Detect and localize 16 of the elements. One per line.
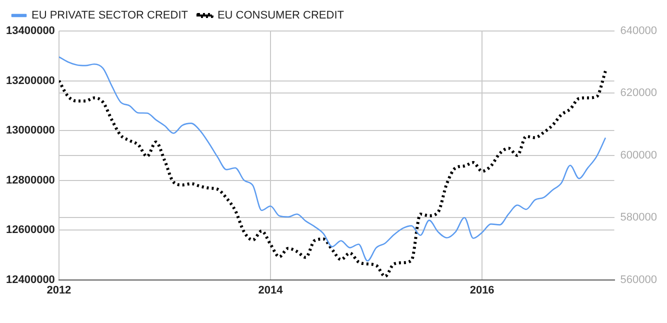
x-tick-label: 2016: [470, 284, 494, 296]
y2-tick-label: 580000: [620, 212, 658, 224]
y-tick-label: 12800000: [6, 174, 55, 186]
legend-label: EU CONSUMER CREDIT: [217, 10, 344, 22]
legend-label: EU PRIVATE SECTOR CREDIT: [32, 10, 188, 22]
x-tick-label: 2012: [46, 284, 72, 296]
y-tick-label: 13000000: [6, 124, 55, 137]
y-tick-label: 12600000: [6, 224, 55, 236]
y2-tick-label: 640000: [620, 25, 658, 38]
y-tick-label: 13200000: [6, 74, 55, 87]
y2-tick-label: 560000: [620, 274, 658, 286]
x-tick-label: 2014: [258, 284, 284, 296]
y-tick-label: 12400000: [6, 274, 55, 286]
y-tick-label: 13400000: [6, 25, 55, 38]
y2-tick-label: 600000: [620, 149, 658, 162]
y2-tick-label: 620000: [620, 87, 658, 100]
